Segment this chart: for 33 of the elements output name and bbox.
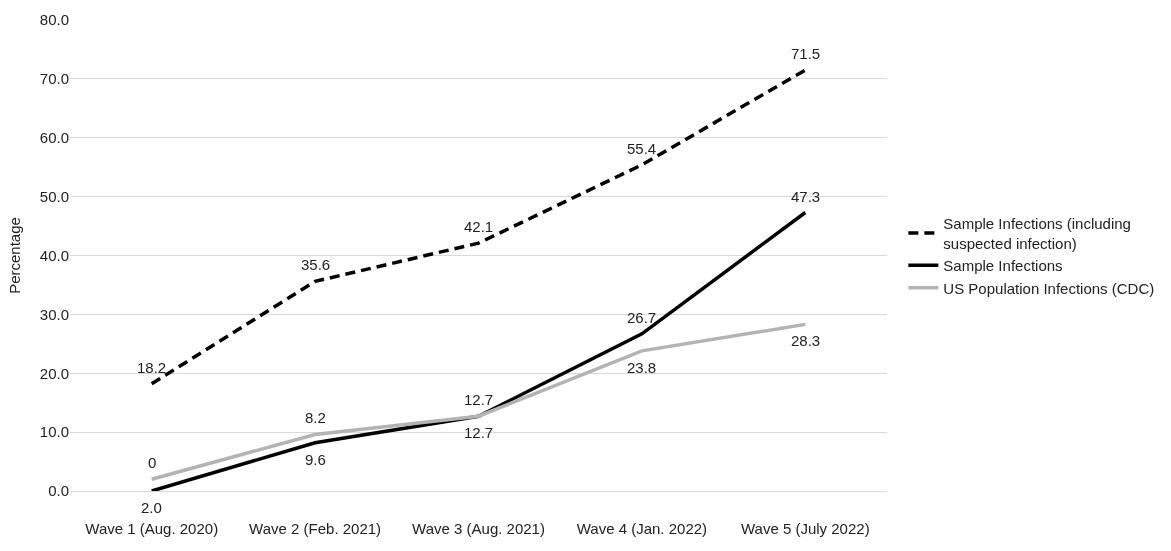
- x-tick-label: Wave 3 (Aug. 2021): [412, 520, 545, 537]
- data-label: 55.4: [627, 140, 657, 157]
- y-axis-title: Percentage: [6, 217, 24, 294]
- data-label: 12.7: [464, 391, 494, 408]
- data-label: 8.2: [305, 409, 326, 426]
- y-tick-label: 80.0: [39, 11, 69, 29]
- data-label: 35.6: [301, 256, 331, 273]
- data-label: 18.2: [137, 359, 167, 376]
- y-tick-label: 30.0: [39, 305, 69, 323]
- data-label: 12.7: [464, 424, 494, 441]
- legend-label: Sample Infections: [943, 257, 1063, 275]
- data-label: 23.8: [627, 359, 657, 376]
- legend-label: Sample Infections (including suspected infection): [943, 215, 1131, 252]
- data-label: 71.5: [791, 45, 821, 62]
- x-tick-label: Wave 4 (Jan. 2022): [576, 520, 708, 537]
- y-tick-label: 70.0: [39, 70, 69, 88]
- x-tick-label: Wave 5 (July 2022): [740, 520, 870, 537]
- data-label: 28.3: [791, 332, 821, 349]
- y-tick-label: 10.0: [39, 423, 69, 441]
- x-tick-label: Wave 1 (Aug. 2020): [85, 520, 219, 537]
- y-tick-label: 40.0: [39, 246, 69, 264]
- y-tick-label: 50.0: [39, 187, 69, 205]
- data-label: 9.6: [305, 451, 326, 468]
- y-tick-label: 60.0: [39, 129, 69, 146]
- data-label: 47.3: [791, 188, 821, 205]
- y-tick-label: 20.0: [39, 364, 69, 382]
- data-label: 2.0: [141, 499, 162, 516]
- y-tick-label: 0.0: [48, 482, 69, 500]
- legend-label: US Population Infections (CDC): [943, 279, 1155, 297]
- x-tick-label: Wave 2 (Feb. 2021): [249, 520, 382, 537]
- data-label: 42.1: [464, 218, 494, 235]
- data-label: 26.7: [627, 309, 657, 326]
- data-label: 0: [148, 454, 157, 471]
